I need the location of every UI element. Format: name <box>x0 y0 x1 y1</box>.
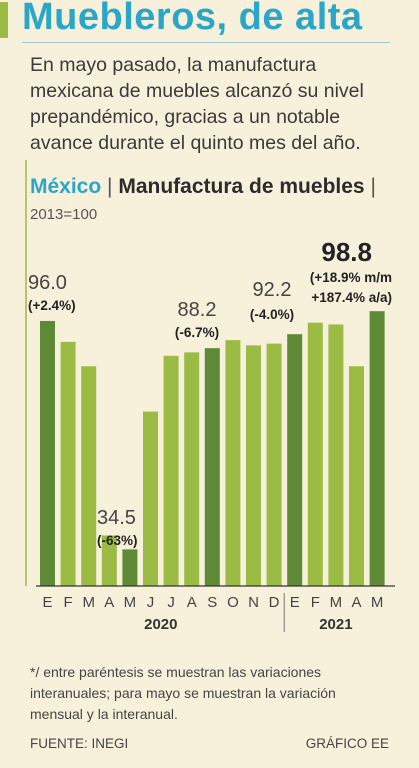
data-label-value: 92.2 <box>253 279 292 301</box>
data-label-change: +187.4% a/a) <box>311 290 392 305</box>
x-tick-label: E <box>42 594 52 611</box>
footnote: */ entre paréntesis se muestran las vari… <box>30 664 336 722</box>
subtitle-country: México <box>30 175 102 198</box>
x-tick-label: F <box>311 594 320 611</box>
bar-5 <box>143 411 158 586</box>
x-tick-label: E <box>290 594 300 611</box>
bar-8 <box>204 348 220 586</box>
title-accent-bar <box>0 2 8 38</box>
data-label-change: (-4.0%) <box>250 307 294 322</box>
bar-6 <box>163 355 179 586</box>
headline: Muebleros, de alta <box>22 0 363 38</box>
data-label-value: 34.5 <box>97 507 136 529</box>
subtitle-separator: | <box>107 175 113 198</box>
bar-4 <box>122 549 138 586</box>
bar-15 <box>349 366 364 586</box>
x-tick-label: M <box>124 594 137 611</box>
data-label-value: 96.0 <box>28 272 67 294</box>
lead-paragraph: En mayo pasado, la manufactura mexicana … <box>30 54 364 154</box>
x-tick-label: A <box>104 594 114 611</box>
x-tick-label: J <box>167 594 175 611</box>
x-tick-label: D <box>269 594 280 611</box>
graphic-credit: GRÁFICO EE <box>305 736 389 751</box>
year-label-2020: 2020 <box>144 616 177 633</box>
x-tick-label: S <box>207 594 217 611</box>
data-label-change: (-6.7%) <box>175 325 219 340</box>
subtitle-separator-2: | <box>370 175 376 198</box>
x-tick-label: M <box>330 594 343 611</box>
x-tick-label: O <box>227 594 239 611</box>
x-tick-label: F <box>64 594 73 611</box>
x-tick-label: M <box>371 594 384 611</box>
source-note: FUENTE: INEGI <box>30 736 129 751</box>
year-label-2021: 2021 <box>319 616 352 633</box>
data-label-change: (+2.4%) <box>28 298 76 313</box>
bar-12 <box>287 334 303 586</box>
bar-16 <box>369 311 385 586</box>
x-tick-label: A <box>187 594 197 611</box>
data-label-value: 98.8 <box>321 237 372 267</box>
x-tick-label: M <box>82 594 95 611</box>
x-tick-label: J <box>147 594 155 611</box>
subtitle-topic: Manufactura de muebles <box>118 175 365 198</box>
bar-11 <box>266 343 282 586</box>
data-label-value: 88.2 <box>178 299 217 321</box>
bar-0 <box>40 320 55 586</box>
data-label-change: (+18.9% m/m <box>310 270 392 285</box>
bar-2 <box>81 366 97 586</box>
x-tick-label: N <box>248 594 259 611</box>
subtitle-base: 2013=100 <box>30 206 98 223</box>
chart-subtitle: México | Manufactura de muebles | 2013=1… <box>30 174 390 228</box>
bar-9 <box>225 340 241 586</box>
bar-3 <box>101 535 117 586</box>
bar-13 <box>307 322 323 586</box>
bar-10 <box>246 345 261 586</box>
x-tick-label: A <box>351 594 361 611</box>
data-label-change: (-63%) <box>97 533 138 548</box>
headline-divider <box>22 42 390 43</box>
bar-7 <box>184 352 200 586</box>
bar-14 <box>328 324 344 586</box>
bar-1 <box>60 341 76 586</box>
